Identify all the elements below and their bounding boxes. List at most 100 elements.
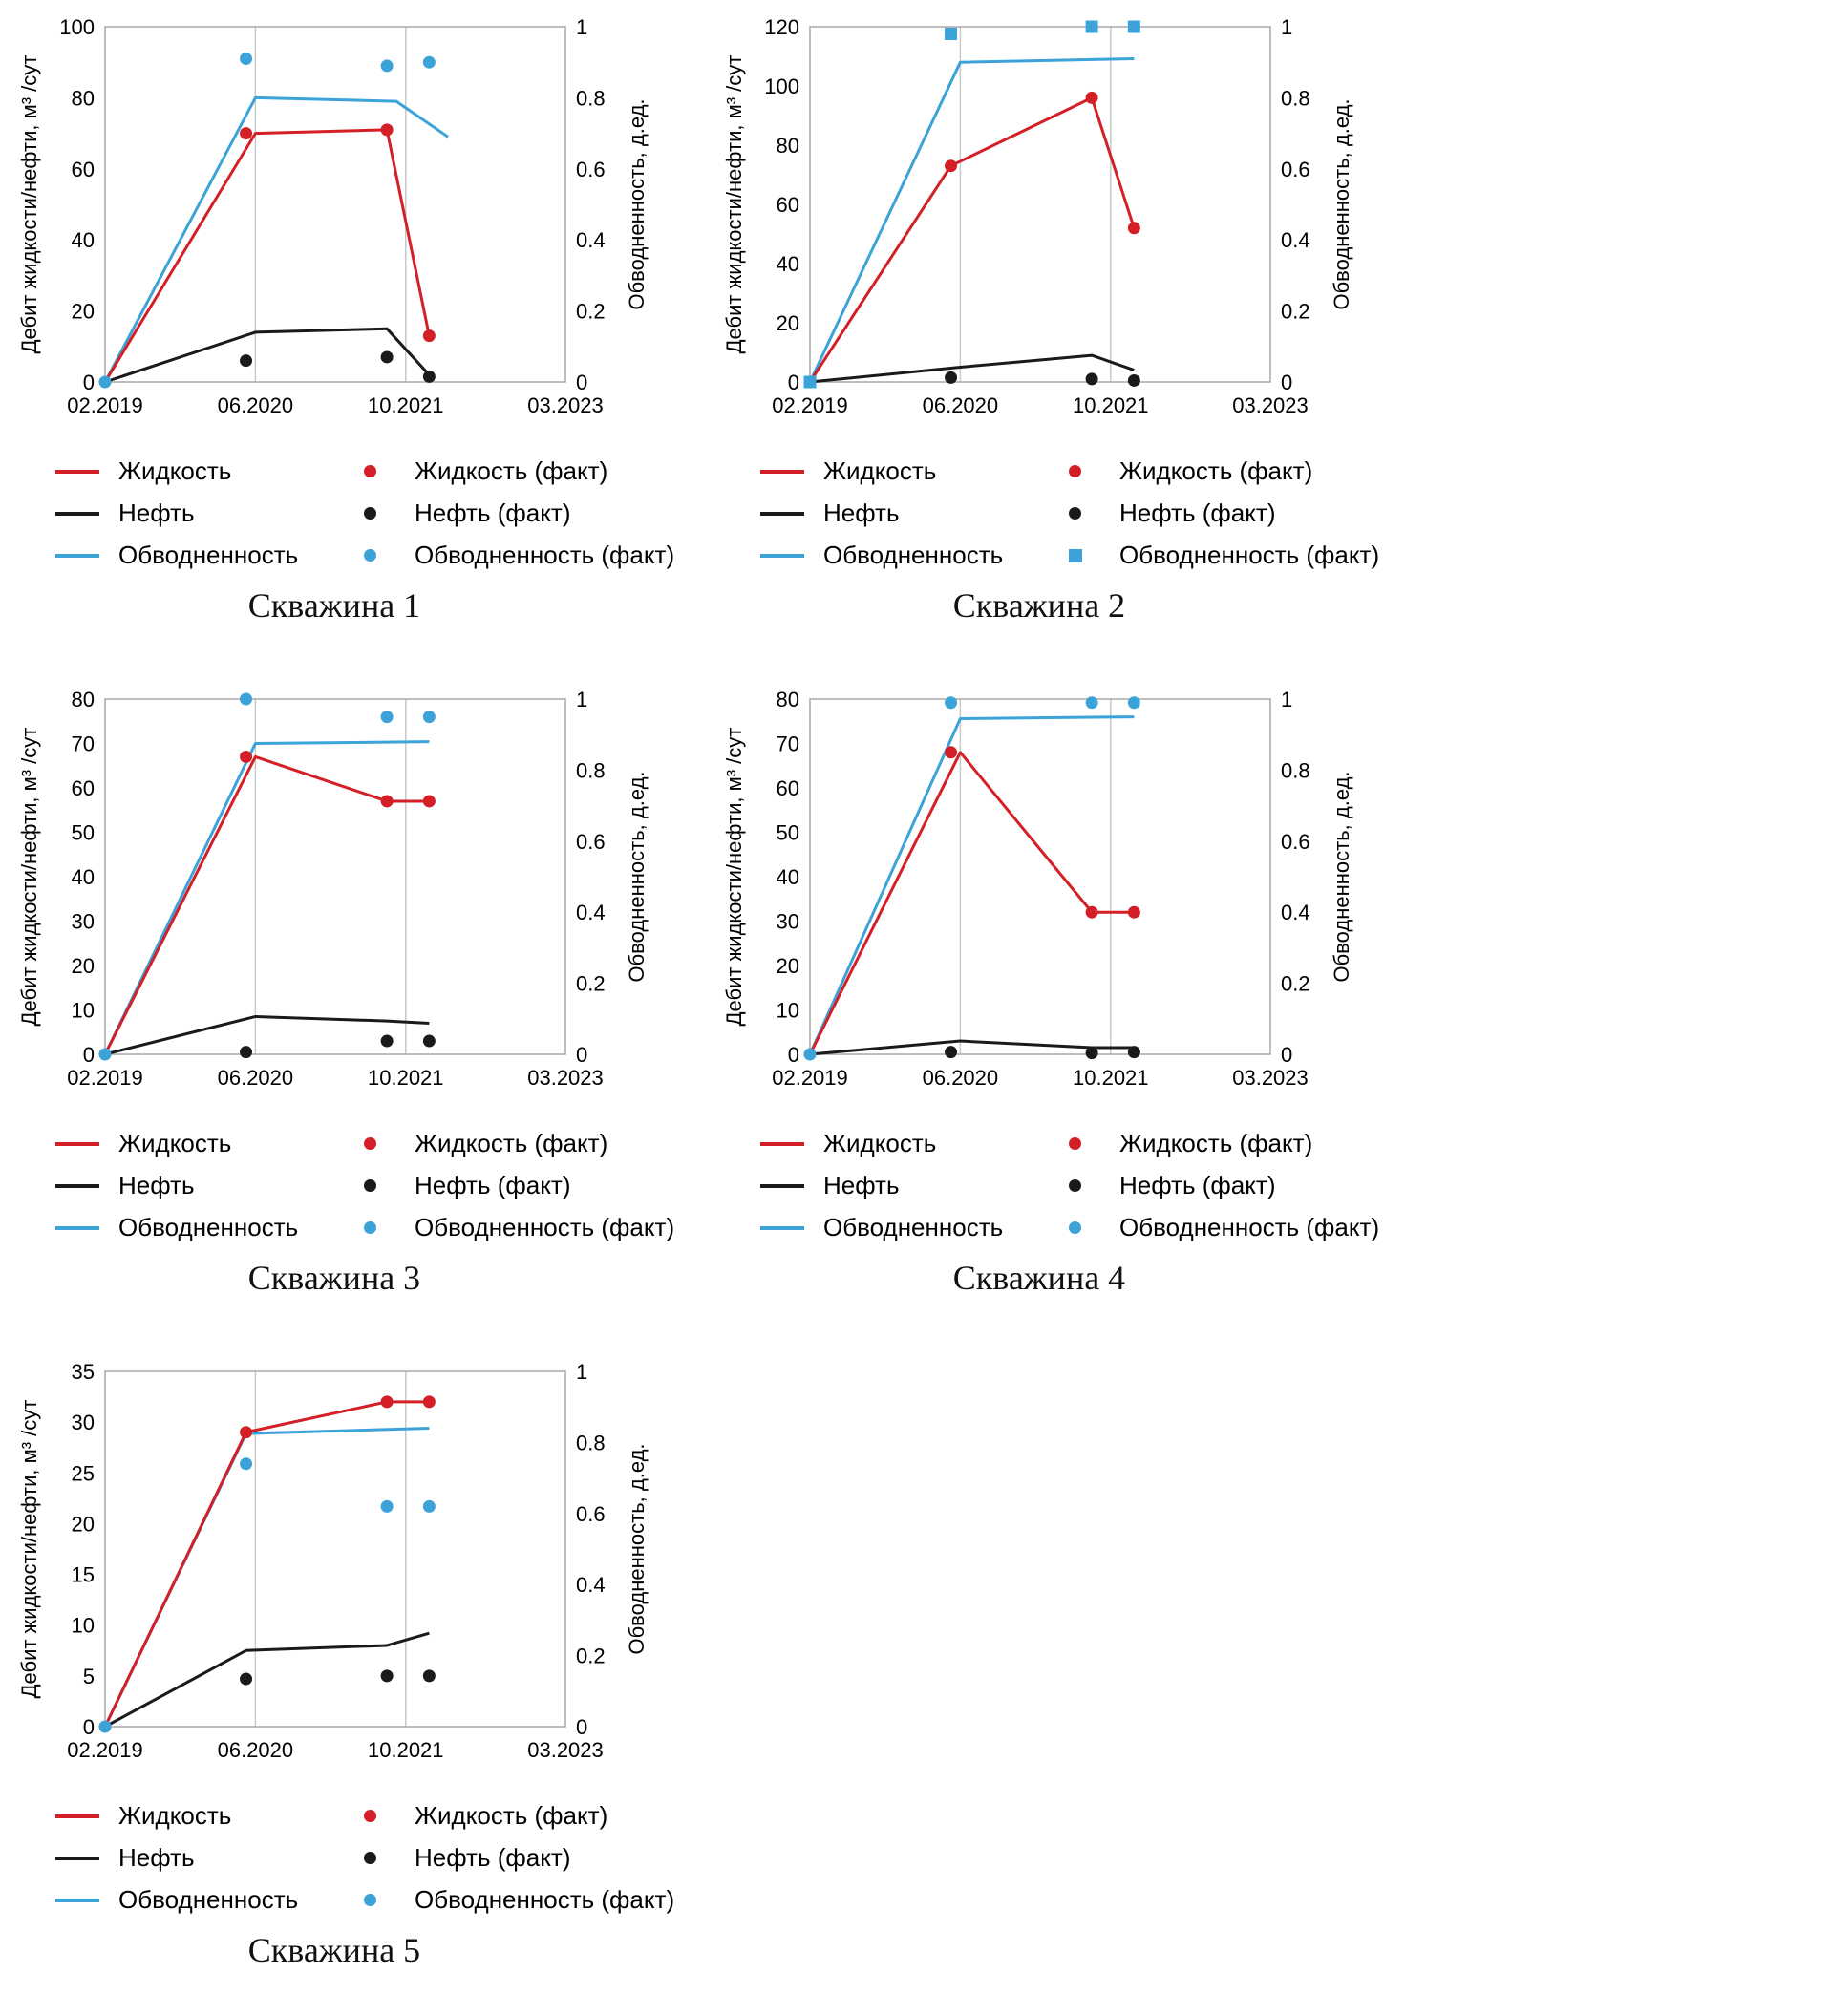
svg-text:0.8: 0.8 [576,758,606,782]
legend-line-icon [55,553,111,558]
svg-text:Обводненность, д.ед.: Обводненность, д.ед. [625,771,649,982]
svg-text:10.2021: 10.2021 [368,1738,444,1762]
legend-item-watercut: Обводненность [55,1885,351,1915]
svg-text:80: 80 [72,688,95,711]
svg-text:0.6: 0.6 [576,158,606,181]
svg-text:80: 80 [777,134,799,158]
svg-text:1: 1 [1281,15,1292,39]
legend-line-icon [55,1141,111,1146]
svg-text:0: 0 [576,1043,587,1067]
legend-line-icon [760,469,816,474]
legend-item-liquid: Жидкость [55,1129,351,1158]
svg-text:120: 120 [764,15,799,39]
legend-line-icon [55,1856,111,1860]
legend-label-oil: Нефть [118,1843,195,1872]
legend-label-liquid: Жидкость [823,1129,937,1157]
well-2-title: Скважина 2 [952,586,1126,625]
svg-text:02.2019: 02.2019 [67,1066,143,1090]
legend-label-liquid: Жидкость [823,456,937,485]
legend-line-icon [760,1141,816,1146]
svg-text:0.4: 0.4 [1281,228,1310,252]
svg-text:Обводненность, д.ед.: Обводненность, д.ед. [1330,771,1353,982]
svg-text:0.4: 0.4 [1281,901,1310,924]
legend-label-liquid: Жидкость [118,456,232,485]
svg-text:0.8: 0.8 [1281,86,1310,110]
svg-text:Обводненность, д.ед.: Обводненность, д.ед. [1330,98,1353,309]
svg-text:20: 20 [777,311,799,335]
legend-item-liquid-fact: Жидкость (факт) [351,1129,667,1158]
svg-text:06.2020: 06.2020 [218,1066,294,1090]
svg-text:0.8: 0.8 [576,1431,606,1454]
svg-text:06.2020: 06.2020 [923,1066,999,1090]
svg-text:70: 70 [777,732,799,756]
svg-text:0: 0 [1281,371,1292,394]
chart-well-5: 0 5 10 15 20 25 30 35 0 0.2 0.4 0.6 0.8 1 02.2019 06.20… [13,1354,674,1970]
legend-item-oil-fact: Нефть (факт) [351,1843,667,1873]
svg-text:1: 1 [576,688,587,711]
svg-text:02.2019: 02.2019 [67,1738,143,1762]
svg-text:15: 15 [72,1563,95,1587]
svg-text:10.2021: 10.2021 [368,393,444,417]
svg-text:40: 40 [72,865,95,889]
chart-well-4: 0 10 20 30 40 50 60 70 80 0 0.2 0.4 0.6 0.8 1 02.2019 06… [718,682,1379,1298]
legend-dot-icon [351,1894,407,1906]
svg-text:40: 40 [72,228,95,252]
legend-item-watercut: Обводненность [760,541,1056,570]
svg-text:02.2019: 02.2019 [67,393,143,417]
svg-text:03.2023: 03.2023 [527,1738,604,1762]
well-3-title: Скважина 3 [247,1259,421,1297]
svg-text:0: 0 [83,1043,95,1067]
legend-dot-icon [1056,465,1112,477]
svg-text:0.2: 0.2 [1281,300,1310,324]
legend-item-oil-fact: Нефть (факт) [351,499,667,528]
svg-text:0: 0 [576,1715,587,1739]
legend-item-liquid-fact: Жидкость (факт) [1056,456,1372,486]
svg-text:1: 1 [1281,688,1292,711]
legend-item-liquid-fact: Жидкость (факт) [351,1801,667,1831]
legend-item-liquid: Жидкость [760,1129,1056,1158]
svg-text:06.2020: 06.2020 [923,393,999,417]
well-5-title: Скважина 5 [247,1931,421,1969]
svg-text:0.8: 0.8 [576,86,606,110]
svg-text:03.2023: 03.2023 [1232,393,1309,417]
svg-text:70: 70 [72,732,95,756]
svg-text:20: 20 [72,1512,95,1536]
svg-text:50: 50 [777,821,799,845]
svg-text:20: 20 [777,954,799,978]
svg-text:0.8: 0.8 [1281,758,1310,782]
legend-line-icon [55,1183,111,1188]
svg-text:Дебит жидкости/нефти, м³ /сут: Дебит жидкости/нефти, м³ /сут [17,728,41,1027]
legend-item-watercut-fact: Обводненность (факт) [351,1885,674,1915]
legend-label-oil-fact: Нефть (факт) [415,1171,571,1199]
legend-item-oil: Нефть [760,499,1056,528]
legend-item-liquid-fact: Жидкость (факт) [351,456,667,486]
legend-item-liquid: Жидкость [55,1801,351,1831]
svg-text:20: 20 [72,300,95,324]
legend-item-liquid-fact: Жидкость (факт) [1056,1129,1372,1158]
legend-item-oil: Нефть [760,1171,1056,1200]
well-4-title: Скважина 4 [952,1259,1126,1297]
legend-label-watercut-fact: Обводненность (факт) [415,541,675,569]
legend-label-liquid-fact: Жидкость (факт) [1119,1129,1313,1157]
legend-line-icon [760,1183,816,1188]
svg-text:0: 0 [1281,1043,1292,1067]
svg-text:Дебит жидкости/нефти, м³ /сут: Дебит жидкости/нефти, м³ /сут [17,1400,41,1699]
legend-label-liquid: Жидкость [118,1129,232,1157]
svg-text:0.6: 0.6 [576,1502,606,1526]
legend-line-icon [760,553,816,558]
svg-text:02.2019: 02.2019 [772,1066,848,1090]
svg-text:0: 0 [83,371,95,394]
legend-line-icon [55,469,111,474]
legend-label-oil: Нефть [823,499,900,527]
legend-item-oil: Нефть [55,499,351,528]
svg-text:10.2021: 10.2021 [368,1066,444,1090]
legend-label-oil-fact: Нефть (факт) [1119,1171,1276,1199]
legend-dot-icon [1056,507,1112,520]
well-4-plot: 0 10 20 30 40 50 60 70 80 0 0.2 0.4 0.6 0.8 1 02.2019 06… [722,688,1353,1090]
legend-label-liquid-fact: Жидкость (факт) [415,1801,608,1830]
legend-label-oil: Нефть [823,1171,900,1199]
svg-text:80: 80 [777,688,799,711]
svg-text:5: 5 [83,1665,95,1688]
legend-line-icon [760,511,816,516]
svg-text:0: 0 [788,1043,799,1067]
